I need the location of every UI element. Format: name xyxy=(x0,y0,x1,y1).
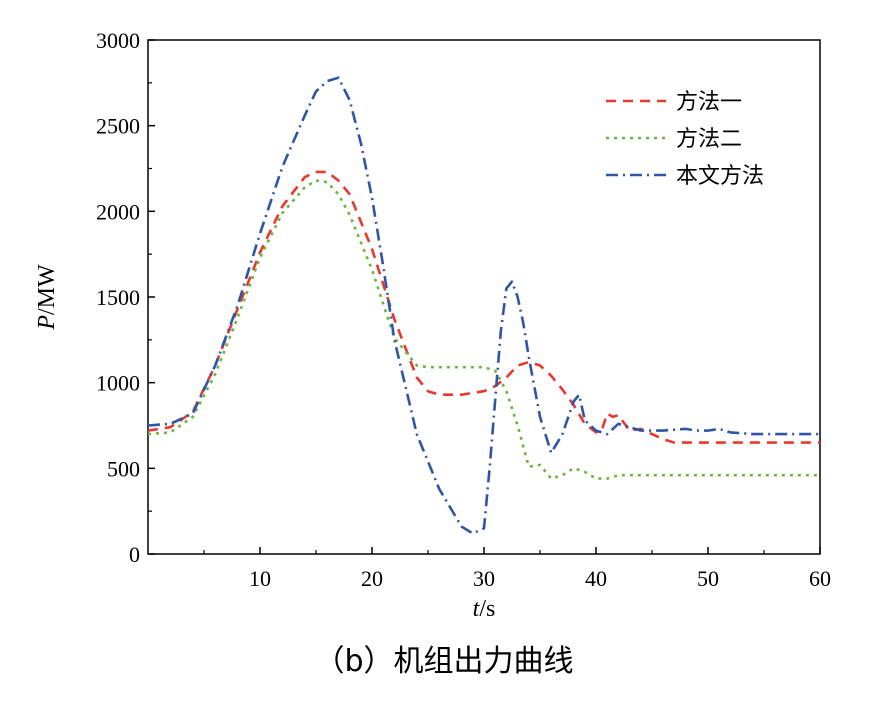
y-tick-label: 3000 xyxy=(96,28,140,53)
legend-label: 方法二 xyxy=(676,127,742,152)
x-axis-ticks: 10 20 30 40 50 60 xyxy=(203,547,831,591)
legend-label: 本文方法 xyxy=(676,164,764,189)
y-tick-label: 500 xyxy=(107,456,140,481)
x-axis-label-symbol: t xyxy=(473,596,481,622)
x-tick-label: 10 xyxy=(249,566,271,591)
line-chart: 0 500 1000 1500 2000 2500 3000 10 20 30 40 50 60 方法… xyxy=(34,28,831,622)
series-lines xyxy=(147,76,820,535)
x-tick-label: 60 xyxy=(809,566,831,591)
y-axis-label-symbol: P xyxy=(34,315,60,331)
series-line-1 xyxy=(147,170,820,444)
series-line-3 xyxy=(147,76,820,535)
x-tick-label: 50 xyxy=(697,566,719,591)
y-axis-ticks: 0 500 1000 1500 2000 2500 3000 xyxy=(96,28,155,567)
x-axis-label: t/s xyxy=(473,596,496,622)
legend-label: 方法一 xyxy=(676,90,742,115)
y-tick-label: 1500 xyxy=(96,285,140,310)
x-tick-label: 20 xyxy=(361,566,383,591)
y-tick-label: 0 xyxy=(129,542,140,567)
y-axis-label: P/MW xyxy=(34,264,60,331)
figure-caption: （b）机组出力曲线 xyxy=(314,644,574,679)
y-axis-label-unit: /MW xyxy=(34,264,60,315)
y-tick-label: 2500 xyxy=(96,114,140,139)
plot-frame xyxy=(147,39,821,555)
y-tick-label: 1000 xyxy=(96,371,140,396)
y-tick-label: 2000 xyxy=(96,199,140,224)
x-tick-label: 30 xyxy=(473,566,495,591)
x-axis-label-unit: /s xyxy=(479,596,495,622)
x-tick-label: 40 xyxy=(585,566,607,591)
series-line-2 xyxy=(147,179,820,480)
